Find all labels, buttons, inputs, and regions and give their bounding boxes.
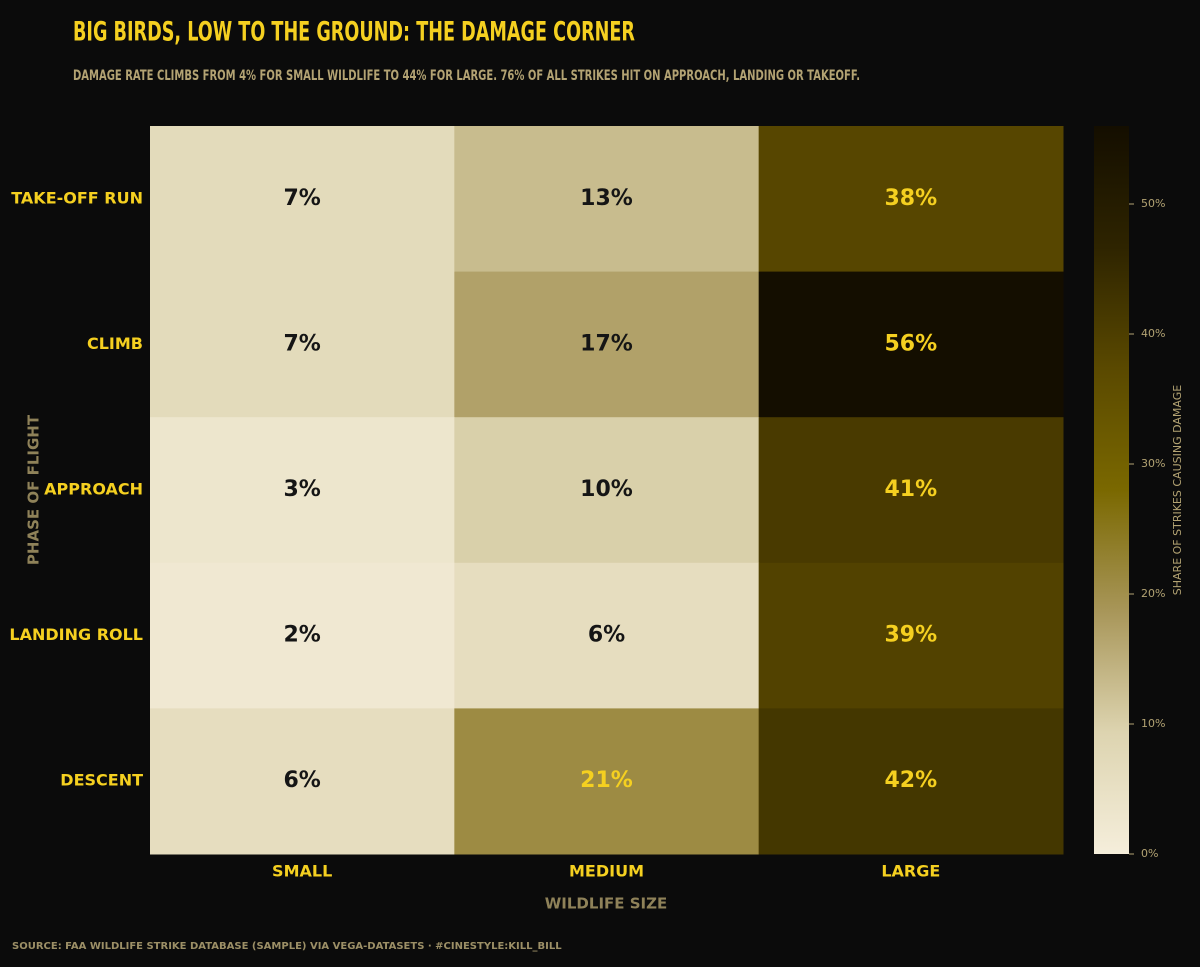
colorbar-tick-label: 50% xyxy=(1141,197,1165,210)
cell-label: 7% xyxy=(283,186,320,211)
cell-label: 21% xyxy=(580,768,633,793)
y-axis-title: PHASE OF FLIGHT xyxy=(25,414,43,565)
heat-cell xyxy=(150,271,455,418)
heat-cell xyxy=(758,562,1064,709)
chart-title: BIG BIRDS, LOW TO THE GROUND: THE DAMAGE… xyxy=(73,17,635,48)
heat-cell xyxy=(758,126,1064,273)
x-tick-label: LARGE xyxy=(881,862,940,881)
cell-label: 41% xyxy=(884,477,937,502)
x-axis-title: WILDLIFE SIZE xyxy=(545,895,668,913)
colorbar-tick-label: 40% xyxy=(1141,327,1165,340)
colorbar xyxy=(1094,126,1129,854)
heat-cell xyxy=(150,126,455,273)
cell-label: 7% xyxy=(283,331,320,356)
y-tick-label: DESCENT xyxy=(60,771,143,790)
heat-cell xyxy=(758,708,1064,855)
heat-cell xyxy=(150,562,455,709)
cell-label: 42% xyxy=(884,768,937,793)
colorbar-tick-label: 10% xyxy=(1141,717,1165,730)
y-tick-label: CLIMB xyxy=(87,334,143,353)
cell-label: 17% xyxy=(580,331,633,356)
colorbar-tick-label: 0% xyxy=(1141,847,1158,860)
cell-label: 38% xyxy=(884,186,937,211)
cell-label: 6% xyxy=(588,623,625,648)
heat-cell xyxy=(758,271,1064,418)
heat-cell xyxy=(454,562,760,709)
heat-cell xyxy=(454,708,760,855)
cell-label: 39% xyxy=(884,623,937,648)
y-tick-label: APPROACH xyxy=(44,480,143,499)
colorbar-title: SHARE OF STRIKES CAUSING DAMAGE xyxy=(1171,385,1184,595)
cell-label: 56% xyxy=(884,331,937,356)
source-note: SOURCE: FAA WILDLIFE STRIKE DATABASE (SA… xyxy=(12,941,562,952)
heat-cell xyxy=(454,417,760,564)
x-tick-label: SMALL xyxy=(272,862,332,881)
heat-cell xyxy=(150,417,455,564)
colorbar-tick-label: 30% xyxy=(1141,457,1165,470)
colorbar-tick-label: 20% xyxy=(1141,587,1165,600)
chart-subtitle: DAMAGE RATE CLIMBS FROM 4% FOR SMALL WIL… xyxy=(73,68,860,84)
cell-label: 13% xyxy=(580,186,633,211)
heat-cell xyxy=(454,126,760,273)
x-tick-label: MEDIUM xyxy=(569,862,644,881)
heat-cell xyxy=(454,271,760,418)
cell-label: 10% xyxy=(580,477,633,502)
cell-label: 6% xyxy=(283,768,320,793)
y-tick-label: LANDING ROLL xyxy=(9,625,143,644)
cell-label: 3% xyxy=(283,477,320,502)
heat-cell xyxy=(758,417,1064,564)
y-tick-label: TAKE-OFF RUN xyxy=(11,188,143,207)
cell-label: 2% xyxy=(283,623,320,648)
heat-cell xyxy=(150,708,455,855)
